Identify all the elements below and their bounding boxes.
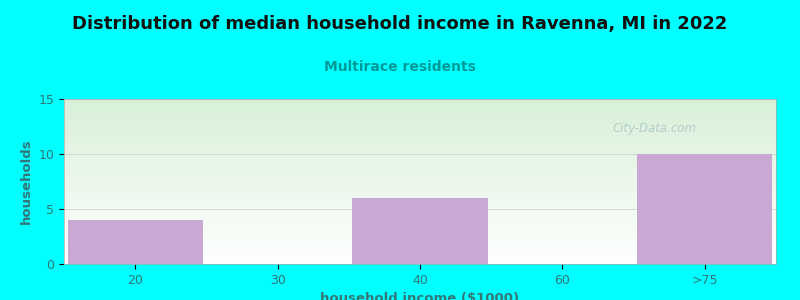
Y-axis label: households: households (20, 139, 33, 224)
Bar (352, 198, 488, 264)
Bar (637, 154, 773, 264)
Bar (67, 220, 203, 264)
Text: City-Data.com: City-Data.com (612, 122, 696, 135)
Text: Multirace residents: Multirace residents (324, 60, 476, 74)
Text: Distribution of median household income in Ravenna, MI in 2022: Distribution of median household income … (72, 15, 728, 33)
X-axis label: household income ($1000): household income ($1000) (321, 292, 519, 300)
